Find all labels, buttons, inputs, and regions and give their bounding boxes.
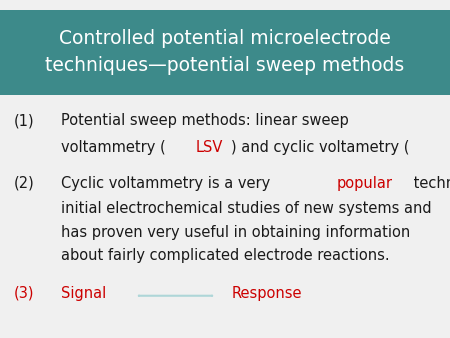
Text: initial electrochemical studies of new systems and: initial electrochemical studies of new s… (61, 201, 432, 216)
FancyBboxPatch shape (0, 10, 450, 95)
Text: (1): (1) (14, 113, 34, 128)
Text: ) and cyclic voltametry (: ) and cyclic voltametry ( (231, 140, 410, 155)
Text: about fairly complicated electrode reactions.: about fairly complicated electrode react… (61, 248, 389, 263)
Text: technique for: technique for (409, 176, 450, 191)
Text: techniques—potential sweep methods: techniques—potential sweep methods (45, 56, 405, 75)
Text: popular: popular (337, 176, 393, 191)
Text: Signal: Signal (61, 286, 106, 300)
Text: has proven very useful in obtaining information: has proven very useful in obtaining info… (61, 225, 410, 240)
Text: (2): (2) (14, 176, 34, 191)
Text: Controlled potential microelectrode: Controlled potential microelectrode (59, 29, 391, 48)
Text: Cyclic voltammetry is a very: Cyclic voltammetry is a very (61, 176, 274, 191)
Text: LSV: LSV (196, 140, 223, 155)
Text: Response: Response (232, 286, 302, 300)
Text: voltammetry (: voltammetry ( (61, 140, 166, 155)
Text: (3): (3) (14, 286, 34, 300)
Text: Potential sweep methods: linear sweep: Potential sweep methods: linear sweep (61, 113, 348, 128)
